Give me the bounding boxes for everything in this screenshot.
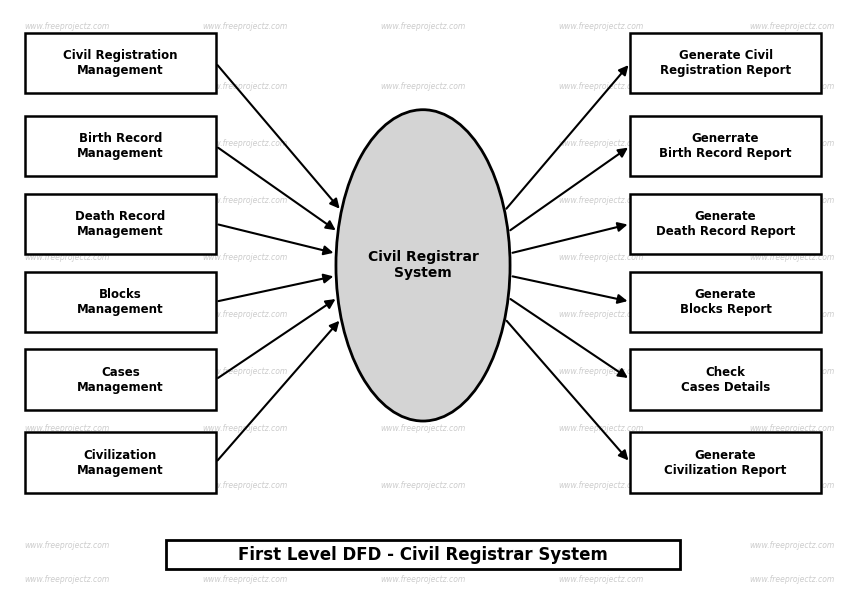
Text: www.freeprojectz.com: www.freeprojectz.com [202,139,288,148]
Bar [25,272,216,332]
Bar [25,116,216,176]
Text: Generate
Death Record Report: Generate Death Record Report [656,210,795,238]
Text: www.freeprojectz.com: www.freeprojectz.com [750,367,834,376]
Bar [630,194,821,254]
Text: Civilization
Management: Civilization Management [77,448,163,477]
Text: www.freeprojectz.com: www.freeprojectz.com [558,310,644,319]
Text: www.freeprojectz.com: www.freeprojectz.com [558,367,644,376]
Text: www.freeprojectz.com: www.freeprojectz.com [202,482,288,490]
Text: www.freeprojectz.com: www.freeprojectz.com [381,425,465,433]
Text: www.freeprojectz.com: www.freeprojectz.com [24,196,109,205]
Text: www.freeprojectz.com: www.freeprojectz.com [381,575,465,584]
Text: www.freeprojectz.com: www.freeprojectz.com [24,253,109,262]
Text: Check
Cases Details: Check Cases Details [681,365,770,394]
Text: www.freeprojectz.com: www.freeprojectz.com [381,253,465,262]
Text: www.freeprojectz.com: www.freeprojectz.com [24,482,109,490]
Bar [630,116,821,176]
Text: Civil Registrar
System: Civil Registrar System [367,250,479,280]
Text: www.freeprojectz.com: www.freeprojectz.com [24,82,109,91]
Text: www.freeprojectz.com: www.freeprojectz.com [750,575,834,584]
Text: www.freeprojectz.com: www.freeprojectz.com [750,196,834,205]
Text: www.freeprojectz.com: www.freeprojectz.com [558,253,644,262]
Text: www.freeprojectz.com: www.freeprojectz.com [202,196,288,205]
Text: www.freeprojectz.com: www.freeprojectz.com [750,425,834,433]
Bar [630,432,821,493]
Text: www.freeprojectz.com: www.freeprojectz.com [24,367,109,376]
Text: www.freeprojectz.com: www.freeprojectz.com [381,196,465,205]
Bar [630,349,821,410]
Text: www.freeprojectz.com: www.freeprojectz.com [558,541,644,550]
Text: www.freeprojectz.com: www.freeprojectz.com [381,22,465,31]
Text: www.freeprojectz.com: www.freeprojectz.com [24,425,109,433]
Text: Generate Civil
Registration Report: Generate Civil Registration Report [660,49,791,77]
Text: www.freeprojectz.com: www.freeprojectz.com [24,139,109,148]
Text: www.freeprojectz.com: www.freeprojectz.com [750,139,834,148]
Ellipse shape [336,110,510,421]
Text: www.freeprojectz.com: www.freeprojectz.com [558,425,644,433]
Bar [25,194,216,254]
Text: Generrate
Birth Record Report: Generrate Birth Record Report [659,132,792,160]
Text: www.freeprojectz.com: www.freeprojectz.com [202,367,288,376]
Text: www.freeprojectz.com: www.freeprojectz.com [558,22,644,31]
Text: Birth Record
Management: Birth Record Management [77,132,163,160]
Text: www.freeprojectz.com: www.freeprojectz.com [24,575,109,584]
Text: www.freeprojectz.com: www.freeprojectz.com [381,482,465,490]
Text: www.freeprojectz.com: www.freeprojectz.com [558,482,644,490]
Text: www.freeprojectz.com: www.freeprojectz.com [202,310,288,319]
Text: www.freeprojectz.com: www.freeprojectz.com [202,22,288,31]
Text: www.freeprojectz.com: www.freeprojectz.com [750,310,834,319]
Bar [25,432,216,493]
Bar [25,33,216,93]
Text: Cases
Management: Cases Management [77,365,163,394]
Text: www.freeprojectz.com: www.freeprojectz.com [381,541,465,550]
Text: www.freeprojectz.com: www.freeprojectz.com [24,541,109,550]
Text: www.freeprojectz.com: www.freeprojectz.com [381,82,465,91]
Text: www.freeprojectz.com: www.freeprojectz.com [750,541,834,550]
Text: www.freeprojectz.com: www.freeprojectz.com [381,310,465,319]
Text: www.freeprojectz.com: www.freeprojectz.com [381,139,465,148]
Text: www.freeprojectz.com: www.freeprojectz.com [750,253,834,262]
Text: Generate
Blocks Report: Generate Blocks Report [679,288,772,315]
Text: www.freeprojectz.com: www.freeprojectz.com [24,310,109,319]
Text: www.freeprojectz.com: www.freeprojectz.com [381,367,465,376]
Text: www.freeprojectz.com: www.freeprojectz.com [24,22,109,31]
Text: Death Record
Management: Death Record Management [75,210,166,238]
Text: www.freeprojectz.com: www.freeprojectz.com [202,541,288,550]
Text: www.freeprojectz.com: www.freeprojectz.com [202,253,288,262]
Text: www.freeprojectz.com: www.freeprojectz.com [558,139,644,148]
Bar [630,33,821,93]
Bar [25,349,216,410]
Text: www.freeprojectz.com: www.freeprojectz.com [558,575,644,584]
Text: Generate
Civilization Report: Generate Civilization Report [664,448,787,477]
Text: www.freeprojectz.com: www.freeprojectz.com [202,82,288,91]
Text: www.freeprojectz.com: www.freeprojectz.com [558,196,644,205]
Bar [166,540,680,569]
Text: Civil Registration
Management: Civil Registration Management [63,49,178,77]
Text: www.freeprojectz.com: www.freeprojectz.com [558,82,644,91]
Text: www.freeprojectz.com: www.freeprojectz.com [202,575,288,584]
Text: www.freeprojectz.com: www.freeprojectz.com [750,82,834,91]
Text: www.freeprojectz.com: www.freeprojectz.com [750,22,834,31]
Bar [630,272,821,332]
Text: www.freeprojectz.com: www.freeprojectz.com [750,482,834,490]
Text: First Level DFD - Civil Registrar System: First Level DFD - Civil Registrar System [238,546,608,563]
Text: www.freeprojectz.com: www.freeprojectz.com [202,425,288,433]
Text: Blocks
Management: Blocks Management [77,288,163,315]
